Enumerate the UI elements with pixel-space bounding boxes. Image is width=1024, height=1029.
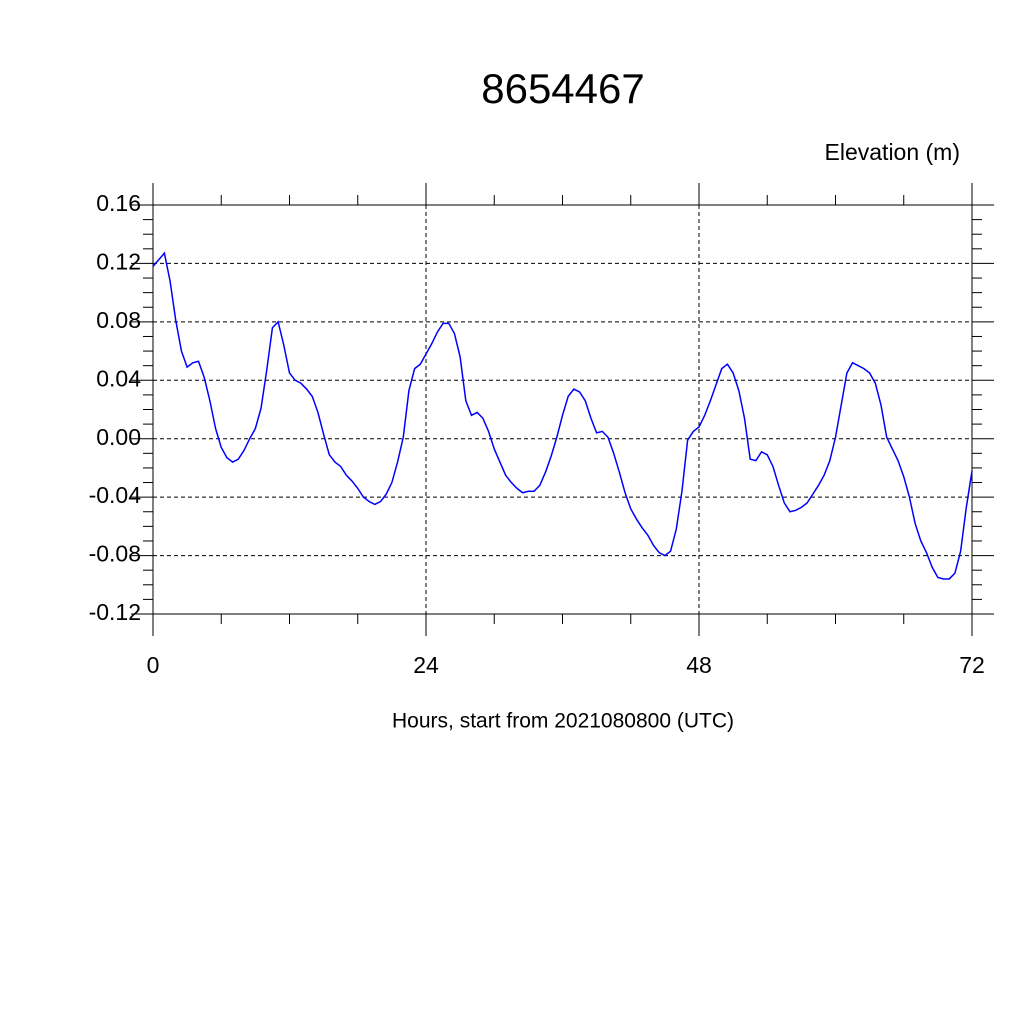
y-tick-label: -0.04 [89, 482, 142, 508]
y-tick-label: 0.16 [96, 190, 141, 216]
y-tick-label: 0.12 [96, 249, 141, 275]
data-line [152, 251, 973, 580]
chart-title: 8654467 [481, 65, 645, 112]
plot-frame [152, 204, 973, 615]
y-tick-label: 0.00 [96, 424, 141, 450]
y-tick-label: 0.04 [96, 365, 141, 391]
y-tick-label: -0.08 [89, 541, 141, 567]
y-tick-label: 0.08 [96, 307, 141, 333]
x-tick-label: 0 [147, 652, 160, 678]
x-tick-label: 24 [413, 652, 439, 678]
y-tick-label: -0.12 [89, 599, 141, 625]
y-axis-label: Elevation (m) [825, 139, 960, 165]
x-axis-label: Hours, start from 2021080800 (UTC) [392, 710, 734, 733]
x-tick-label: 72 [959, 652, 985, 678]
x-tick-label: 48 [686, 652, 712, 678]
